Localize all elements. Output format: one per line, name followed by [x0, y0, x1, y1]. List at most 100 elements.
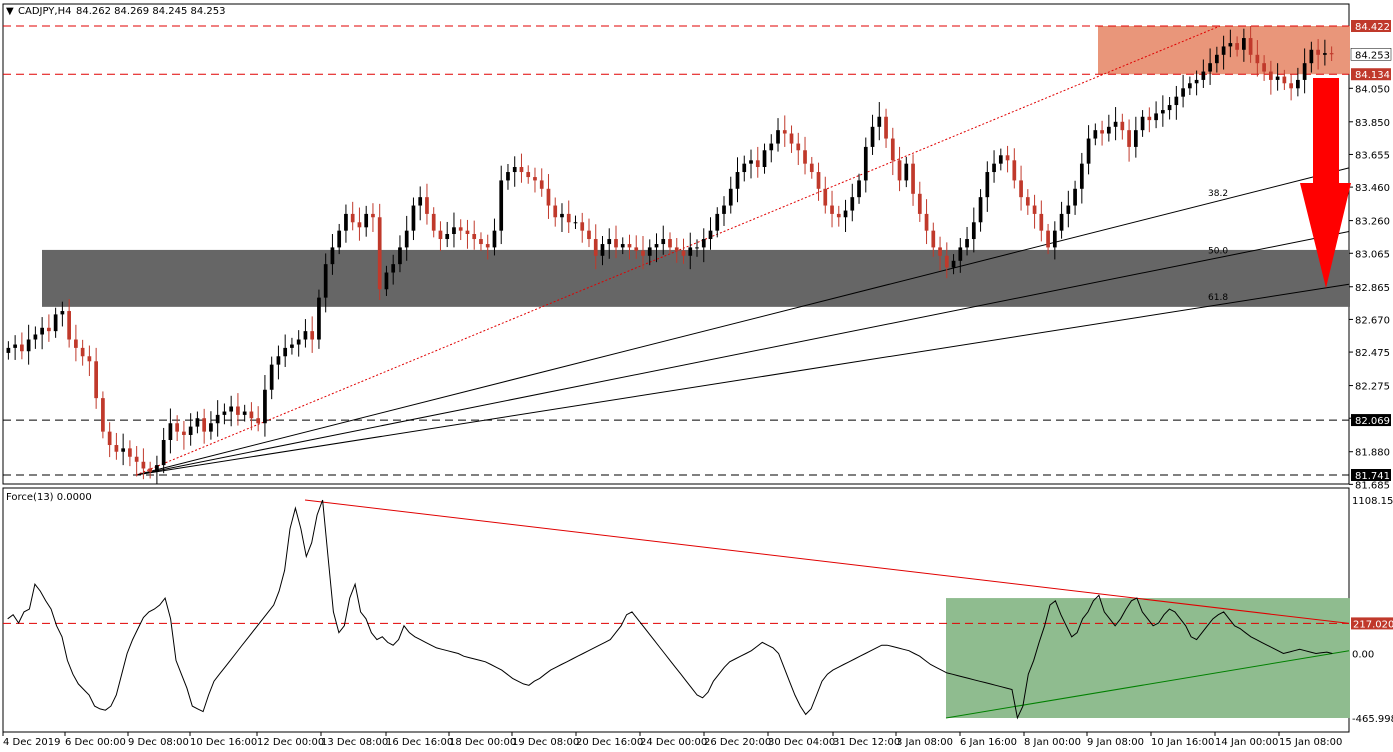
candle-body: [1120, 121, 1125, 131]
candle-body: [296, 339, 301, 345]
price-tag-bg: [1351, 469, 1391, 481]
candle-body: [1154, 113, 1158, 121]
candle-body: [1289, 83, 1293, 89]
candle-body: [317, 297, 321, 340]
candle-body: [101, 398, 105, 432]
candle-body: [803, 150, 807, 164]
candle-body: [857, 180, 861, 198]
candle-body: [722, 205, 726, 214]
force-title: Force(13) 0.0000: [6, 492, 92, 503]
time-tick-label: 30 Dec 04:00: [768, 737, 835, 748]
candle-body: [303, 331, 308, 340]
candle-body: [155, 465, 159, 472]
candle-body: [600, 244, 605, 256]
time-tick-label: 6 Jan 16:00: [960, 737, 1017, 748]
candle-body: [283, 347, 288, 357]
force-axis: 1108.150 217.0201 0.00 -465.998: [1351, 496, 1393, 725]
candle-body: [1032, 205, 1037, 214]
candle-body: [425, 197, 429, 214]
candle-body: [695, 247, 699, 249]
candle-body: [458, 227, 463, 231]
candle-body: [1106, 126, 1111, 134]
candle-body: [168, 423, 173, 440]
candle-body: [391, 264, 396, 273]
candle-body: [924, 213, 929, 231]
candle-body: [1255, 54, 1260, 64]
price-tick-label: 81.880: [1355, 448, 1390, 459]
candle-body: [242, 411, 247, 415]
candle-body: [249, 411, 254, 419]
candle-body: [850, 197, 855, 211]
candle-body: [1323, 53, 1327, 55]
force-trendline-green: [945, 650, 1350, 719]
candle-body: [1201, 71, 1206, 80]
fan-trend-line: [135, 25, 1221, 476]
candle-body: [148, 468, 153, 472]
candle-body: [1248, 38, 1253, 55]
time-tick-label: 13 Dec 08:00: [321, 737, 388, 748]
candle-body: [944, 255, 949, 268]
candle-body: [492, 230, 497, 248]
price-tag-label: 84.422: [1355, 22, 1390, 33]
candle-body: [674, 247, 679, 251]
candle-body: [1269, 71, 1273, 80]
candle-body: [580, 222, 585, 231]
candle-body: [1046, 230, 1050, 248]
price-axis: 84.422 84.253 84.134 84.050 83.850 83.655 83.4…: [1349, 20, 1392, 491]
candle-body: [627, 244, 632, 248]
candle-body: [67, 311, 71, 340]
candle-body: [1086, 138, 1091, 164]
candle-body: [978, 197, 983, 223]
candle-body: [884, 116, 888, 139]
candle-body: [350, 213, 355, 223]
time-tick-label: 9 Dec 08:00: [128, 737, 189, 748]
candle-body: [506, 172, 510, 181]
candle-body: [890, 138, 895, 161]
candle-body: [715, 213, 720, 231]
candle-body: [1133, 130, 1138, 147]
candle-body: [965, 239, 969, 248]
fan-line-2: [135, 283, 1350, 476]
fan-label-0: 38.2: [1208, 189, 1228, 199]
forecast-arrow: [1300, 78, 1351, 288]
force-line: [7, 499, 1333, 720]
time-tick-label: 18 Dec 00:00: [449, 737, 516, 748]
candle-body: [870, 126, 875, 147]
candle-body: [1262, 63, 1266, 72]
candle-body: [641, 250, 645, 256]
price-tag-label: 81.741: [1355, 471, 1390, 482]
candle-body: [519, 167, 524, 173]
candle-body: [445, 234, 450, 240]
candle-body: [1174, 96, 1179, 106]
candle-body: [472, 234, 477, 240]
time-tick-label: 4 Dec 2019: [3, 737, 61, 748]
collapse-triangle-icon[interactable]: ▼: [6, 6, 14, 17]
candle-body: [1025, 197, 1030, 206]
candle-body: [452, 227, 456, 235]
candle-body: [843, 210, 848, 218]
price-tick-label: 83.850: [1355, 118, 1390, 129]
candle-body: [323, 264, 328, 298]
candles: [6, 26, 1334, 484]
candle-body: [330, 247, 335, 265]
price-tick-label: 82.275: [1355, 382, 1390, 393]
candle-body: [411, 205, 416, 231]
candle-body: [830, 205, 834, 214]
candle-body: [465, 230, 470, 235]
candle-body: [377, 217, 382, 290]
candle-body: [87, 356, 92, 362]
force-level-tag-bg: [1351, 617, 1393, 630]
candle-body: [1167, 105, 1172, 111]
candle-body: [958, 247, 963, 261]
candle-body: [418, 197, 423, 206]
time-tick-label: 16 Dec 16:00: [386, 737, 453, 748]
fan-line-0: [135, 167, 1350, 476]
candle-body: [80, 347, 85, 357]
candle-body: [236, 406, 240, 415]
candle-body: [992, 163, 996, 173]
candle-body: [188, 426, 193, 435]
candle-body: [836, 213, 841, 218]
current-price-tag-label: 84.253: [1355, 50, 1390, 61]
candle-body: [1235, 43, 1239, 50]
